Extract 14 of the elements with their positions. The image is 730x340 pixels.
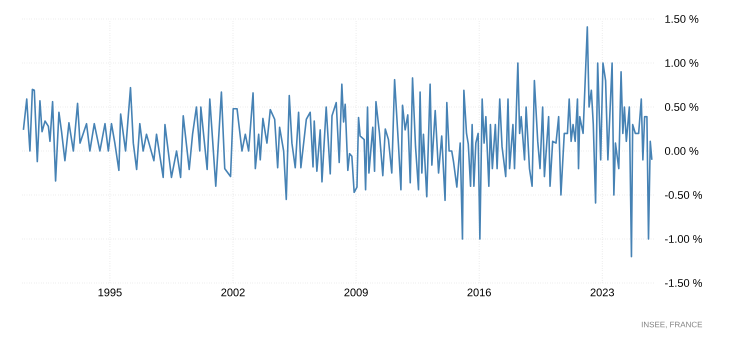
y-tick-label: 0.00 %	[664, 147, 698, 155]
x-tick-label: 2002	[221, 288, 245, 296]
x-tick-label: 2016	[467, 288, 491, 296]
line-series	[22, 26, 653, 258]
y-tick-label: -1.50 %	[665, 279, 702, 287]
text: INSEE, FRANCE	[642, 322, 702, 328]
y-tick-label: 0.50 %	[664, 103, 698, 111]
x-tick-label: 2023	[590, 288, 614, 296]
x-tick-label: 1995	[98, 288, 122, 296]
y-tick-label: 1.50 %	[665, 15, 698, 23]
y-tick-label: 1.00 %	[665, 59, 698, 67]
x-tick-label: 2009	[344, 288, 368, 296]
y-tick-label: -0.50 %	[665, 191, 702, 199]
y-tick-label: -1.00 %	[665, 235, 702, 243]
